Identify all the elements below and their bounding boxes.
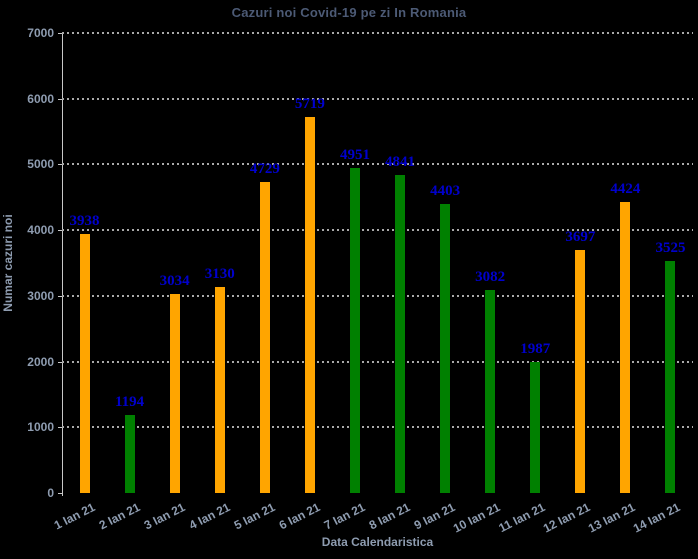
y-tick-label: 4000	[27, 223, 54, 238]
x-tick-label: 10 Ian 21	[450, 500, 503, 536]
gridline	[62, 360, 693, 363]
y-tick-mark	[58, 361, 62, 363]
y-axis-spine	[62, 33, 63, 496]
bar-value-label: 3082	[475, 269, 506, 286]
x-tick-label: 5 Ian 21	[231, 500, 278, 533]
y-tick-label: 1000	[27, 420, 54, 435]
bar-9-ian-21	[440, 203, 451, 493]
bar-3-ian-21	[169, 293, 180, 493]
y-axis-title: Numar cazuri noi	[1, 214, 15, 312]
gridline	[62, 229, 693, 232]
x-tick-label: 7 Ian 21	[321, 500, 368, 533]
y-tick-mark	[58, 427, 62, 429]
bar-1-ian-21	[79, 234, 90, 493]
x-tick-label: 9 Ian 21	[411, 500, 458, 533]
bar-value-label: 1194	[115, 393, 145, 410]
x-tick-label: 3 Ian 21	[141, 500, 188, 533]
x-tick-label: 12 Ian 21	[541, 500, 593, 536]
bar-value-label: 1987	[520, 341, 551, 358]
x-tick-label: 8 Ian 21	[366, 500, 413, 533]
gridline	[62, 426, 693, 429]
bar-4-ian-21	[214, 287, 225, 493]
bar-value-label: 4424	[610, 181, 641, 198]
y-tick-label: 6000	[27, 91, 54, 106]
x-tick-label: 6 Ian 21	[276, 500, 323, 533]
x-tick-label: 1 Ian 21	[51, 500, 97, 533]
bar-5-ian-21	[259, 182, 270, 493]
y-tick-label: 7000	[27, 26, 54, 40]
bar-value-label: 3938	[69, 213, 100, 230]
gridline	[62, 163, 693, 166]
bar-value-label: 3697	[565, 229, 596, 246]
bar-12-ian-21	[575, 250, 586, 493]
bar-11-ian-21	[530, 362, 541, 493]
y-tick-label: 3000	[27, 288, 54, 303]
bar-value-label: 3034	[159, 272, 190, 289]
bar-value-label: 4403	[430, 182, 461, 199]
bar-7-ian-21	[349, 167, 360, 493]
bar-2-ian-21	[124, 414, 135, 493]
chart-title: Cazuri noi Covid-19 pe zi In Romania	[231, 5, 467, 20]
y-tick-mark	[58, 295, 62, 297]
gridline	[62, 32, 693, 34]
bar-value-label: 3130	[204, 266, 235, 283]
y-tick-label: 2000	[27, 354, 54, 369]
bar-13-ian-21	[620, 202, 631, 493]
y-tick-mark	[58, 493, 62, 494]
bar-14-ian-21	[665, 261, 676, 493]
x-tick-label: 14 Ian 21	[631, 500, 683, 536]
bar-value-label: 5719	[294, 96, 325, 113]
x-tick-label: 11 Ian 21	[496, 500, 548, 536]
bar-8-ian-21	[395, 174, 406, 493]
y-tick-mark	[58, 164, 62, 166]
bar-value-label: 4951	[339, 146, 370, 163]
x-tick-label: 4 Ian 21	[186, 500, 233, 533]
gridline	[62, 97, 693, 100]
bar-value-label: 4841	[385, 153, 416, 170]
y-tick-label: 5000	[27, 157, 54, 172]
y-tick-mark	[58, 230, 62, 232]
x-tick-label: 2 Ian 21	[96, 500, 142, 533]
bar-10-ian-21	[485, 290, 496, 493]
bar-value-label: 3525	[655, 240, 686, 257]
bar-6-ian-21	[304, 117, 315, 493]
gridline	[62, 294, 693, 297]
x-axis-title: Data Calendaristica	[321, 535, 434, 549]
y-tick-mark	[58, 33, 62, 34]
y-tick-mark	[58, 98, 62, 100]
plot-area: 3938 1194 3034 3130 4729 5719 4951 4841 4403 3082…	[62, 33, 693, 493]
x-tick-label: 13 Ian 21	[586, 500, 638, 536]
y-tick-label: 0	[47, 486, 54, 500]
bar-value-label: 4729	[249, 161, 280, 178]
